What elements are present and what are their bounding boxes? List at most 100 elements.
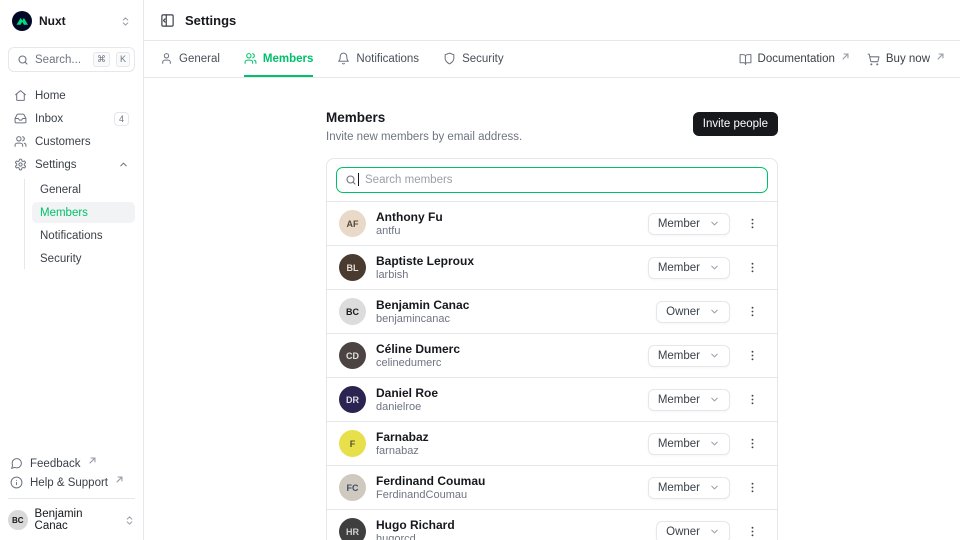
member-identity: Baptiste Leproux larbish [376,254,474,281]
member-identity: Daniel Roe danielroe [376,386,438,413]
header-links: Documentation Buy now [739,41,944,77]
documentation-link[interactable]: Documentation [739,52,849,66]
workspace-switcher[interactable]: Nuxt [8,9,135,33]
chevrons-up-down-icon [124,515,135,526]
tab-security[interactable]: Security [443,41,504,77]
member-avatar: BC [339,298,366,325]
sidebar-item-customers[interactable]: Customers [8,131,135,152]
sidebar-item-home[interactable]: Home [8,85,135,106]
tab-label: General [179,52,220,65]
buy-now-link[interactable]: Buy now [867,52,944,66]
member-row: CD Céline Dumerc celinedumerc Member [327,334,777,378]
tab-general[interactable]: General [160,41,220,77]
users-icon [244,52,257,65]
member-role-select[interactable]: Member [647,256,730,279]
global-search-button[interactable]: Search... ⌘ K [8,47,135,72]
chevron-down-icon [709,438,720,449]
members-page-header: Members Invite new members by email addr… [326,110,778,143]
sidebar-item-label: General [40,183,81,196]
member-initials: BC [346,306,359,317]
members-card: AF Anthony Fu antfu Member BL Baptiste L… [326,158,778,540]
chevron-down-icon [709,526,720,537]
sidebar-item-members[interactable]: Members [32,202,135,223]
tab-notifications[interactable]: Notifications [337,41,419,77]
chevron-down-icon [709,218,720,229]
sidebar-item-general[interactable]: General [32,179,135,200]
member-name: Céline Dumerc [376,342,461,356]
user-icon [160,52,173,65]
member-initials: F [349,438,356,449]
search-placeholder: Search... [35,53,82,66]
kbd-k: K [115,52,130,67]
member-actions-kebab-icon[interactable] [740,523,765,540]
search-members-input[interactable] [336,167,768,193]
member-initials: DR [346,394,359,405]
members-heading-block: Members Invite new members by email addr… [326,110,522,143]
member-avatar: HR [339,518,366,540]
member-avatar: F [339,430,366,457]
member-role-select[interactable]: Member [647,432,730,455]
member-role-value: Member [657,349,700,362]
members-search-section [327,159,777,202]
member-row: FC Ferdinand Coumau FerdinandCoumau Memb… [327,466,777,510]
member-actions-kebab-icon[interactable] [740,479,765,496]
tab-label: Members [262,52,314,65]
member-avatar: AF [339,210,366,237]
member-role-select[interactable]: Member [647,212,730,235]
member-role-select[interactable]: Member [647,344,730,367]
home-icon [14,89,27,102]
sidebar-item-notifications[interactable]: Notifications [32,225,135,246]
members-page: Members Invite new members by email addr… [326,78,778,540]
member-avatar: BL [339,254,366,281]
user-menu[interactable]: BC Benjamin Canac [8,498,135,532]
member-name: Farnabaz [376,430,429,444]
sidebar-item-label: Settings [35,158,77,171]
member-actions-kebab-icon[interactable] [740,435,765,452]
sidebar-spacer [8,269,135,457]
member-actions-kebab-icon[interactable] [740,303,765,320]
member-row: AF Anthony Fu antfu Member [327,202,777,246]
nuxt-logo-icon [12,11,32,31]
help-support-link[interactable]: Help & Support [10,476,133,489]
kbd-cmd: ⌘ [92,52,110,67]
member-actions-kebab-icon[interactable] [740,259,765,276]
member-name: Baptiste Leproux [376,254,475,268]
sidebar-item-label: Inbox [35,112,64,125]
member-actions-kebab-icon[interactable] [740,391,765,408]
member-row: DR Daniel Roe danielroe Member [327,378,777,422]
sidebar-item-settings[interactable]: Settings [8,154,135,175]
search-icon [17,54,29,66]
help-support-label: Help & Support [30,476,108,489]
sidebar-item-label: Home [35,89,66,102]
member-actions-kebab-icon[interactable] [740,347,765,364]
member-actions-kebab-icon[interactable] [740,215,765,232]
member-initials: AF [346,218,359,229]
sidebar-item-security[interactable]: Security [32,248,135,269]
member-name: Benjamin Canac [376,298,470,312]
external-link-icon [116,476,123,483]
member-identity: Hugo Richard hugorcd [376,518,455,540]
member-name: Anthony Fu [376,210,443,224]
member-avatar: FC [339,474,366,501]
member-initials: BL [346,262,359,273]
member-row: BC Benjamin Canac benjamincanac Owner [327,290,777,334]
main-area: Settings General Members Notifications [144,0,960,540]
member-role-select[interactable]: Owner [656,520,730,540]
content: Members Invite new members by email addr… [144,78,960,540]
sidebar-item-inbox[interactable]: Inbox 4 [8,108,135,129]
panel-left-close-icon[interactable] [160,13,175,28]
users-icon [14,135,27,148]
shield-icon [443,52,456,65]
invite-people-button[interactable]: Invite people [692,112,778,136]
sidebar-item-label: Customers [35,135,91,148]
member-role-select[interactable]: Member [647,388,730,411]
member-role-value: Member [657,393,700,406]
shopping-cart-icon [867,53,880,66]
members-list: AF Anthony Fu antfu Member BL Baptiste L… [327,202,777,540]
book-open-icon [739,53,752,66]
member-initials: FC [346,482,359,493]
member-role-select[interactable]: Member [647,476,730,499]
tab-members[interactable]: Members [243,41,314,77]
member-role-select[interactable]: Owner [656,300,730,323]
feedback-link[interactable]: Feedback [10,457,133,470]
